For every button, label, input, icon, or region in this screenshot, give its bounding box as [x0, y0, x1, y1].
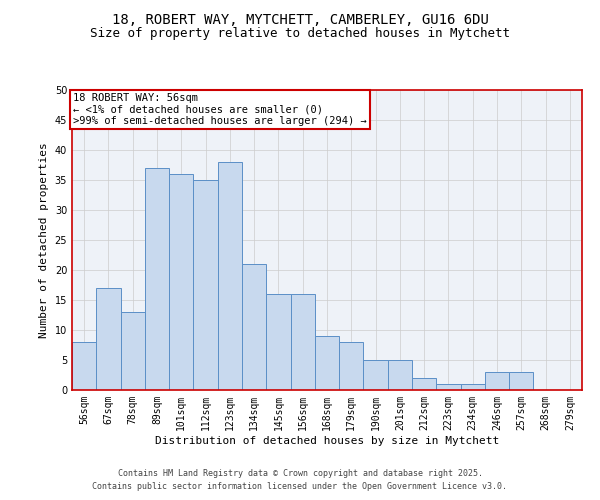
Bar: [290, 294, 315, 390]
Bar: [388, 360, 412, 390]
Bar: [121, 312, 145, 390]
Bar: [315, 336, 339, 390]
Bar: [364, 360, 388, 390]
Bar: [193, 180, 218, 390]
Bar: [266, 294, 290, 390]
Text: Contains public sector information licensed under the Open Government Licence v3: Contains public sector information licen…: [92, 482, 508, 491]
Text: Size of property relative to detached houses in Mytchett: Size of property relative to detached ho…: [90, 28, 510, 40]
X-axis label: Distribution of detached houses by size in Mytchett: Distribution of detached houses by size …: [155, 436, 499, 446]
Bar: [96, 288, 121, 390]
Bar: [218, 162, 242, 390]
Bar: [145, 168, 169, 390]
Bar: [461, 384, 485, 390]
Bar: [242, 264, 266, 390]
Bar: [436, 384, 461, 390]
Bar: [485, 372, 509, 390]
Bar: [72, 342, 96, 390]
Text: 18, ROBERT WAY, MYTCHETT, CAMBERLEY, GU16 6DU: 18, ROBERT WAY, MYTCHETT, CAMBERLEY, GU1…: [112, 12, 488, 26]
Text: 18 ROBERT WAY: 56sqm
← <1% of detached houses are smaller (0)
>99% of semi-detac: 18 ROBERT WAY: 56sqm ← <1% of detached h…: [73, 93, 367, 126]
Bar: [339, 342, 364, 390]
Bar: [412, 378, 436, 390]
Y-axis label: Number of detached properties: Number of detached properties: [39, 142, 49, 338]
Bar: [509, 372, 533, 390]
Bar: [169, 174, 193, 390]
Text: Contains HM Land Registry data © Crown copyright and database right 2025.: Contains HM Land Registry data © Crown c…: [118, 468, 482, 477]
